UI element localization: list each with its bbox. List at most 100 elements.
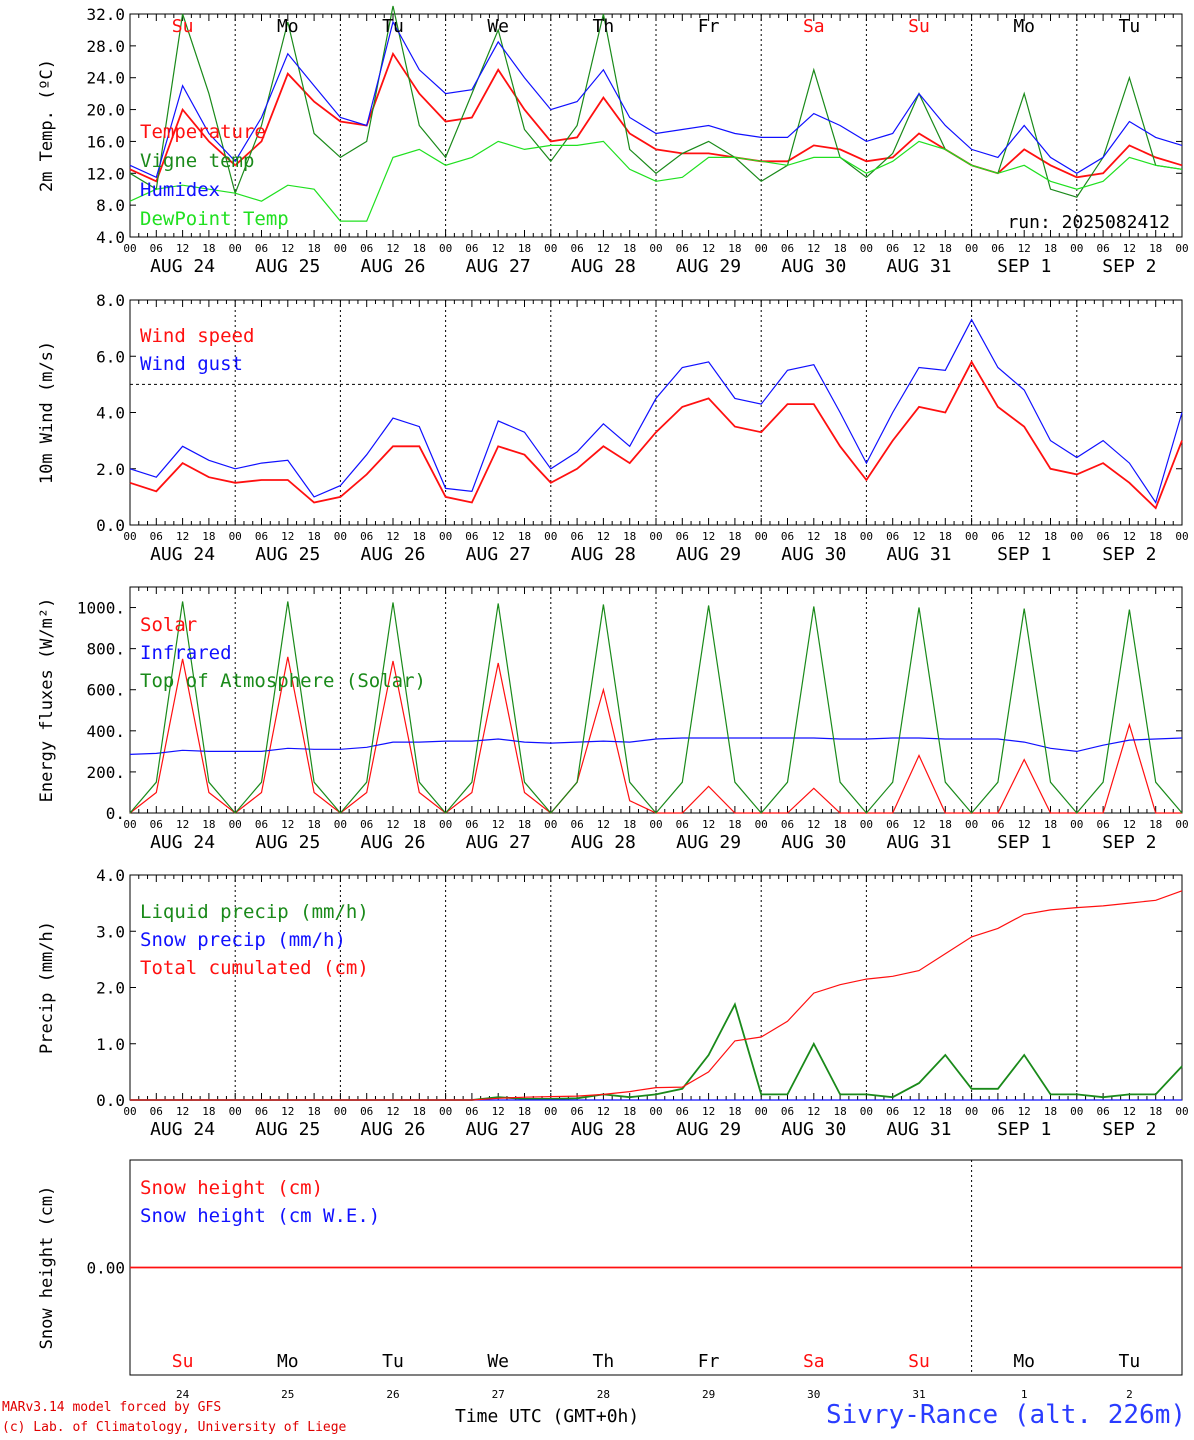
hour-tick-label: 00: [439, 530, 452, 543]
hour-tick-label: 18: [1044, 818, 1057, 831]
hour-tick-label: 00: [860, 242, 873, 255]
y-tick-label: 600.: [86, 681, 125, 700]
day-number: 26: [386, 1388, 399, 1401]
y-tick-label: 8.0: [96, 196, 125, 215]
hour-tick-label: 00: [965, 1105, 978, 1118]
hour-tick-label: 18: [939, 242, 952, 255]
date-label: AUG 24: [150, 1119, 215, 1140]
hour-tick-label: 06: [360, 242, 373, 255]
date-label: AUG 29: [676, 1119, 741, 1140]
legend-entry: Snow height (cm): [140, 1177, 323, 1199]
hour-tick-label: 00: [649, 530, 662, 543]
hour-tick-label: 06: [150, 242, 163, 255]
hour-tick-label: 12: [1018, 530, 1031, 543]
hour-tick-label: 06: [991, 530, 1004, 543]
hour-tick-label: 06: [991, 818, 1004, 831]
date-label: AUG 25: [255, 256, 320, 277]
hour-tick-label: 06: [886, 242, 899, 255]
hour-tick-label: 00: [334, 242, 347, 255]
hour-tick-label: 12: [807, 530, 820, 543]
day-name: Tu: [1119, 16, 1141, 37]
hour-tick-label: 18: [1044, 1105, 1057, 1118]
day-name: Tu: [1119, 1351, 1141, 1372]
y-tick-label: 4.0: [96, 866, 125, 885]
hour-tick-label: 18: [833, 242, 846, 255]
hour-tick-label: 18: [623, 530, 636, 543]
y-tick-label: 32.0: [86, 5, 125, 24]
y-tick-label: 200.: [86, 763, 125, 782]
legend-entry: Snow precip (mm/h): [140, 929, 346, 951]
hour-tick-label: 06: [465, 530, 478, 543]
hour-tick-label: 18: [1044, 530, 1057, 543]
hour-tick-label: 12: [176, 530, 189, 543]
day-name: Th: [593, 1351, 615, 1372]
hour-tick-label: 18: [833, 530, 846, 543]
hour-tick-label: 06: [676, 1105, 689, 1118]
hour-tick-label: 12: [176, 1105, 189, 1118]
hour-tick-label: 00: [544, 818, 557, 831]
hour-tick-label: 18: [833, 818, 846, 831]
date-label: SEP 1: [997, 256, 1051, 277]
hour-tick-label: 18: [518, 818, 531, 831]
y-tick-label: 28.0: [86, 37, 125, 56]
hour-tick-label: 00: [1175, 242, 1188, 255]
series-line: [129, 140, 1183, 222]
hour-tick-label: 06: [465, 242, 478, 255]
date-label: AUG 31: [886, 832, 951, 853]
hour-tick-label: 12: [176, 818, 189, 831]
hour-tick-label: 00: [1175, 530, 1188, 543]
hour-tick-label: 18: [728, 530, 741, 543]
legend-entry: Infrared: [140, 642, 232, 664]
y-tick-label: 400.: [86, 722, 125, 741]
hour-tick-label: 06: [886, 818, 899, 831]
station-name: Sivry-Rance (alt. 226m): [825, 1400, 1186, 1430]
hour-tick-label: 18: [939, 818, 952, 831]
day-number: 31: [912, 1388, 925, 1401]
hour-tick-label: 18: [202, 530, 215, 543]
hour-tick-label: 06: [570, 242, 583, 255]
y-tick-label: 4.0: [96, 228, 125, 247]
hour-tick-label: 12: [597, 1105, 610, 1118]
day-name: We: [487, 16, 509, 37]
hour-tick-label: 18: [518, 1105, 531, 1118]
day-name: Mo: [1013, 1351, 1035, 1372]
hour-tick-label: 18: [518, 242, 531, 255]
hour-tick-label: 12: [702, 242, 715, 255]
hour-tick-label: 18: [939, 530, 952, 543]
hour-tick-label: 12: [1018, 242, 1031, 255]
y-tick-label: 0.0: [96, 1091, 125, 1110]
hour-tick-label: 00: [755, 242, 768, 255]
hour-tick-label: 06: [991, 1105, 1004, 1118]
hour-tick-label: 06: [991, 242, 1004, 255]
hour-tick-label: 06: [360, 530, 373, 543]
y-axis-label: Energy fluxes (W/m²): [37, 598, 57, 803]
hour-tick-label: 12: [1123, 530, 1136, 543]
y-tick-label: 3.0: [96, 922, 125, 941]
hour-tick-label: 00: [544, 242, 557, 255]
y-tick-label: 0.: [106, 804, 125, 823]
date-label: SEP 2: [1102, 832, 1156, 853]
hour-tick-label: 06: [150, 530, 163, 543]
date-label: AUG 27: [466, 256, 531, 277]
hour-tick-label: 00: [965, 818, 978, 831]
hour-tick-label: 06: [360, 1105, 373, 1118]
hour-tick-label: 12: [807, 242, 820, 255]
hour-tick-label: 00: [123, 1105, 136, 1118]
hour-tick-label: 06: [1096, 530, 1109, 543]
hour-tick-label: 06: [886, 1105, 899, 1118]
hour-tick-label: 06: [676, 530, 689, 543]
y-tick-label: 1.0: [96, 1035, 125, 1054]
day-number: 30: [807, 1388, 820, 1401]
y-tick-label: 20.0: [86, 101, 125, 120]
hour-tick-label: 18: [202, 1105, 215, 1118]
series-line: [129, 51, 1183, 183]
date-label: SEP 2: [1102, 1119, 1156, 1140]
day-name: Mo: [277, 1351, 299, 1372]
hour-tick-label: 00: [965, 530, 978, 543]
y-axis-label: 10m Wind (m/s): [37, 341, 57, 484]
legend-entry: Wind speed: [140, 325, 254, 347]
date-label: AUG 28: [571, 832, 636, 853]
day-name: Su: [908, 1351, 930, 1372]
legend-entry: Wind gust: [140, 353, 243, 375]
